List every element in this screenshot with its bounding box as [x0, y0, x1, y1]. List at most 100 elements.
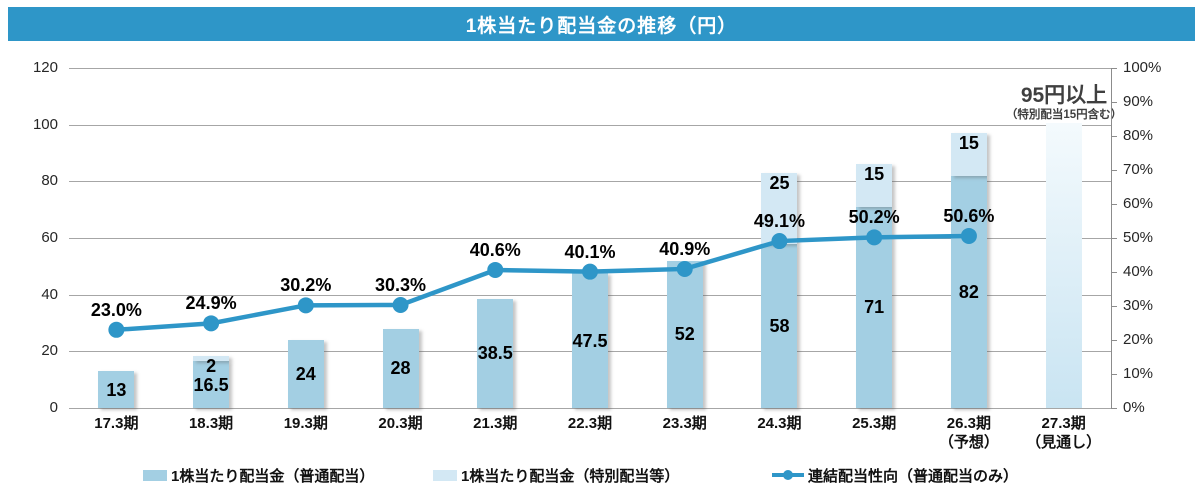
bar-value-label: 52 — [674, 324, 695, 345]
x-axis-label-line: 19.3期 — [283, 415, 328, 432]
bar-value-label: 28 — [390, 358, 411, 379]
forecast-annotation-sub: （特別配当15円含む） — [1005, 109, 1123, 121]
gridline — [69, 68, 1111, 69]
legend-label-special-dividend: 1株当たり配当金（特別配当等） — [461, 467, 680, 485]
chart-title-bar: 1株当たり配当金の推移（円） — [8, 7, 1195, 41]
right-axis-tick — [1111, 306, 1117, 307]
bar-value-label: 24 — [295, 364, 316, 384]
legend-item-payout-ratio: 連結配当性向（普通配当のみ） — [772, 466, 1018, 485]
right-axis-tick-label: 90% — [1123, 93, 1154, 110]
x-axis-label-line: 23.3期 — [662, 415, 707, 432]
forecast-annotation: 95円以上 （特別配当15円含む） — [977, 84, 1151, 122]
bar-normal-segment — [761, 243, 798, 408]
right-axis-tick-label: 10% — [1123, 365, 1154, 382]
x-axis-label-line: 17.3期 — [94, 415, 139, 432]
x-axis-label-line: （見通し） — [1026, 434, 1102, 451]
left-axis-tick-label: 20 — [41, 342, 58, 360]
bar-special-segment — [856, 164, 893, 207]
left-axis-tick-label: 80 — [41, 172, 58, 190]
line-marker — [866, 229, 883, 246]
legend-item-normal-dividend: 1株当たり配当金（普通配当） — [143, 466, 375, 485]
right-axis-tick-label: 50% — [1123, 229, 1154, 246]
payout-percent-label: 40.1% — [564, 241, 616, 262]
line-marker — [582, 263, 598, 280]
x-axis-label-line: 27.3期 — [1041, 415, 1086, 432]
x-axis-label: 19.3期 — [258, 414, 353, 433]
right-axis-tick — [1111, 272, 1117, 273]
bar-normal-segment — [572, 273, 608, 408]
x-axis-label: 17.3期 — [69, 414, 164, 433]
chart-title: 1株当たり配当金の推移（円） — [465, 15, 738, 37]
bar-value-label: 15 — [864, 164, 885, 185]
bar-value-label: 13 — [106, 379, 127, 400]
x-axis-label: 27.3期 （見通し） — [1016, 414, 1111, 452]
gridline — [69, 238, 1111, 239]
x-axis-label: 20.3期 — [353, 414, 448, 433]
gridline — [69, 408, 1111, 409]
right-axis-tick-label: 20% — [1123, 331, 1154, 348]
payout-ratio-line — [108, 227, 977, 338]
x-axis-label-line: 25.3期 — [852, 415, 897, 432]
bar-value-label: 25 — [769, 172, 790, 193]
x-axis-label: 24.3期 — [732, 414, 827, 433]
payout-percent-label: 49.1% — [753, 211, 805, 232]
line-marker — [960, 227, 977, 244]
bar-normal-segment — [287, 340, 324, 408]
left-axis-tick-label: 60 — [41, 229, 58, 246]
x-axis-label: 21.3期 — [448, 414, 543, 433]
legend-label-normal-dividend: 1株当たり配当金（普通配当） — [171, 467, 375, 485]
payout-percent-label: 50.6% — [943, 205, 995, 226]
line-marker — [676, 260, 693, 277]
gridline — [69, 181, 1111, 183]
left-axis-tick-label: 0 — [49, 399, 58, 416]
payout-percent-label: 40.9% — [659, 238, 711, 259]
line-marker — [487, 261, 504, 278]
x-axis-label-line: 26.3期 — [946, 415, 991, 432]
right-axis-tick — [1111, 136, 1117, 137]
bar-normal-segment — [477, 298, 514, 408]
left-axis-tick-label: 40 — [41, 285, 58, 303]
plot-area: 13 2 16.5 24 28 38.5 47.5 52 25 58 15 71 15 82 23.0% 24… — [69, 68, 1111, 409]
right-axis-tick — [1111, 68, 1117, 69]
x-axis-label: 26.3期 （予想） — [922, 414, 1017, 452]
x-axis-label: 18.3期 — [164, 414, 259, 433]
payout-percent-label: 40.6% — [469, 239, 521, 260]
line-marker — [392, 296, 409, 313]
x-axis-label-line: 22.3期 — [567, 415, 613, 432]
bar-normal-segment — [382, 328, 419, 408]
bar-normal-segment — [98, 371, 135, 408]
legend-swatch-special-dividend — [433, 469, 457, 481]
right-axis-tick-label: 30% — [1123, 297, 1154, 314]
right-axis-tick-label: 80% — [1123, 127, 1154, 144]
x-axis-label-line: 21.3期 — [473, 415, 518, 432]
x-axis-label: 22.3期 — [543, 414, 638, 433]
right-axis-tick-label: 100% — [1123, 59, 1162, 76]
right-axis-tick-label: 60% — [1123, 195, 1154, 212]
payout-percent-label: 30.2% — [280, 275, 332, 296]
right-axis-tick — [1111, 170, 1117, 171]
bar-special-segment — [193, 355, 230, 362]
bar-normal-segment — [193, 361, 230, 408]
bar-value-label: 16.5 — [193, 374, 229, 395]
right-axis-tick-label: 70% — [1123, 161, 1154, 178]
line-marker — [297, 297, 314, 314]
line-marker — [203, 315, 220, 332]
legend-swatch-normal-dividend — [143, 469, 167, 481]
payout-percent-label: 23.0% — [90, 299, 142, 320]
legend-swatch-payout-ratio-line — [772, 469, 804, 481]
right-axis-tick — [1111, 340, 1117, 341]
forecast-bar — [1045, 123, 1082, 408]
right-axis-tick — [1111, 102, 1117, 103]
bar-normal-segment — [950, 175, 987, 408]
x-axis-label-line: 24.3期 — [757, 415, 802, 432]
x-axis-label: 23.3期 — [637, 414, 732, 433]
gridline — [69, 124, 1111, 126]
payout-percent-label: 30.3% — [375, 274, 427, 295]
payout-percent-label: 50.2% — [848, 207, 900, 228]
bar-value-label: 58 — [769, 315, 790, 336]
line-marker — [108, 321, 125, 338]
bar-value-label: 82 — [958, 281, 979, 302]
line-marker — [771, 233, 788, 250]
x-axis-label-line: 20.3期 — [378, 415, 423, 432]
